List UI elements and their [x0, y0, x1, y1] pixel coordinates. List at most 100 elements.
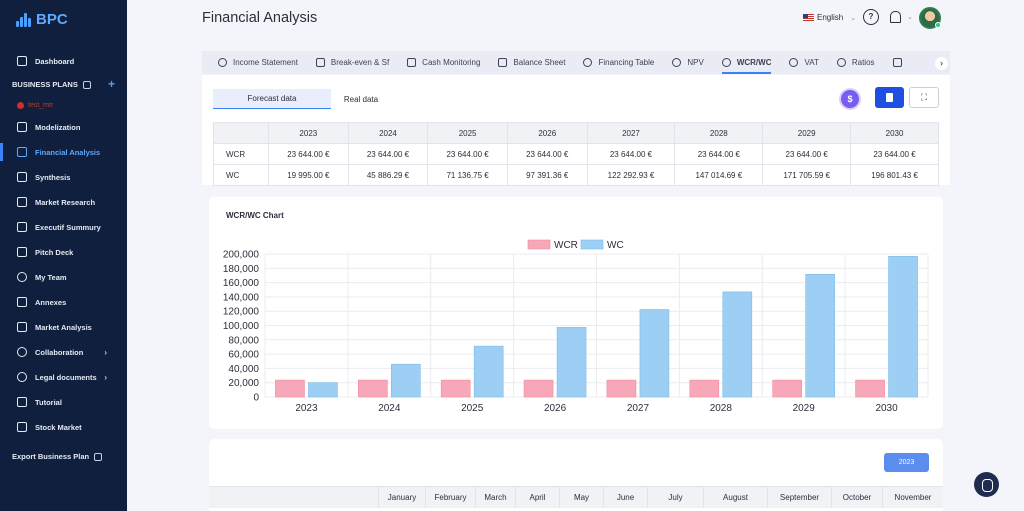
table-row: WC 19 995.00 € 45 886.29 € 71 136.75 € 9… [213, 164, 939, 186]
tab-npv[interactable]: NPV [663, 51, 712, 74]
sidebar-item-label: Market Research [35, 197, 96, 207]
project-selector[interactable]: test_mtr [17, 102, 53, 109]
tab-wcr-wc[interactable]: WCR/WC [713, 51, 781, 74]
bar-wc [722, 291, 753, 398]
tab-income-statement[interactable]: Income Statement [202, 51, 307, 74]
bell-icon[interactable] [887, 9, 903, 25]
sidebar-item-pitch-deck[interactable]: Pitch Deck [0, 240, 127, 264]
y-tick-label: 40,000 [228, 364, 259, 375]
table-cell: 23 644.00 € [850, 143, 939, 165]
chevron-down-icon[interactable]: ⌄ [907, 14, 913, 21]
export-business-plan[interactable]: Export Business Plan [12, 452, 103, 461]
subtab-forecast[interactable]: Forecast data [213, 89, 331, 109]
table-header-row: 2023 2024 2025 2026 2027 2028 2029 2030 [213, 122, 939, 144]
support-icon[interactable]: ? [863, 9, 879, 25]
tab-overflow[interactable] [884, 51, 908, 74]
bar-wcr [689, 379, 720, 398]
app-logo-text: BPC [36, 11, 68, 28]
table-cell: 23 644.00 € [674, 143, 764, 165]
chat-support-button[interactable] [974, 472, 999, 497]
tab-balance-sheet[interactable]: Balance Sheet [489, 51, 574, 74]
tab-financing-table[interactable]: Financing Table [574, 51, 663, 74]
check-circle-icon [583, 58, 593, 67]
app-logo[interactable]: BPC [16, 11, 68, 28]
sidebar-item-market-analysis[interactable]: Market Analysis [0, 315, 127, 339]
bar-wc [391, 363, 421, 398]
sidebar-item-label: Tutorial [35, 397, 62, 407]
y-tick-label: 140,000 [223, 292, 260, 303]
x-tick-label: 2030 [875, 403, 898, 414]
target-icon [672, 58, 682, 67]
tabs-scroll-right-button[interactable]: › [935, 57, 948, 70]
months-corner-cell [209, 487, 378, 508]
users-icon [17, 272, 27, 282]
x-tick-label: 2024 [378, 403, 401, 414]
sidebar-item-label: Synthesis [35, 172, 71, 182]
sidebar-item-executif-summury[interactable]: Executif Summury [0, 215, 127, 239]
sidebar-item-synthesis[interactable]: Synthesis [0, 165, 127, 189]
sidebar-item-modelization[interactable]: Modelization [0, 115, 127, 139]
sidebar-item-label: Executif Summury [35, 222, 101, 232]
tab-label: Income Statement [233, 58, 298, 67]
tab-break-even[interactable]: Break-even & Sf [307, 51, 398, 74]
sidebar-item-label: Financial Analysis [35, 147, 101, 157]
add-plan-button[interactable]: + [107, 77, 115, 91]
month-header: January [378, 487, 425, 508]
wcr-wc-chart: 0 20,000 40,000 60,000 80,000 100,000 120,000 1… [223, 239, 929, 414]
sidebar-item-legal-documents[interactable]: Legal documents › [0, 365, 127, 389]
bar-wcr [772, 379, 802, 398]
bag-icon [17, 197, 27, 207]
page-title: Financial Analysis [202, 10, 318, 26]
sidebar-item-collaboration[interactable]: Collaboration › [0, 340, 127, 364]
business-plans-header: BUSINESS PLANS + [12, 77, 117, 91]
tab-label: Financing Table [598, 58, 655, 67]
table-cell: 23 644.00 € [506, 143, 588, 165]
sidebar-item-label: Legal documents [35, 372, 97, 382]
fullscreen-button[interactable]: ⛶ [909, 87, 939, 108]
avatar[interactable] [919, 7, 941, 29]
sidebar-item-market-research[interactable]: Market Research [0, 190, 127, 214]
bar-wc [556, 327, 587, 398]
month-header: May [559, 487, 603, 508]
sidebar-item-financial-analysis[interactable]: Financial Analysis [0, 140, 127, 164]
bar-wcr [358, 379, 388, 398]
chart-title: WCR/WC Chart [226, 211, 284, 220]
table-header-year: 2023 [268, 122, 349, 144]
export-document-button[interactable] [875, 87, 904, 108]
chevron-down-icon: ⌄ [850, 14, 857, 22]
language-selector[interactable]: English ⌄ [803, 13, 856, 22]
table-header-year: 2025 [427, 122, 508, 144]
tab-label: WCR/WC [736, 58, 772, 67]
subtab-real[interactable]: Real data [343, 94, 379, 104]
sidebar-item-label: Modelization [35, 122, 81, 132]
table-cell: 147 014.69 € [674, 164, 764, 186]
sidebar-item-label: Annexes [35, 297, 67, 307]
tab-ratios[interactable]: Ratios [828, 51, 884, 74]
table-cell: 19 995.00 € [268, 164, 349, 186]
year-select-button[interactable]: 2023 [884, 453, 929, 472]
sidebar-item-stock-market[interactable]: Stock Market [0, 415, 127, 439]
tab-vat[interactable]: VAT [780, 51, 827, 74]
language-label: English [817, 13, 844, 22]
sidebar-item-tutorial[interactable]: Tutorial [0, 390, 127, 414]
month-header: June [603, 487, 647, 508]
tab-label: Balance Sheet [513, 58, 566, 67]
table-cell: 196 801.43 € [850, 164, 939, 186]
month-header: October [831, 487, 882, 508]
external-link-icon[interactable] [82, 80, 91, 89]
tab-label: NPV [687, 58, 704, 67]
project-dot-icon [17, 102, 24, 109]
currency-icon[interactable]: $ [841, 90, 859, 108]
clipboard-icon [17, 297, 27, 307]
tab-label: VAT [804, 58, 819, 67]
sidebar-item-label: My Team [35, 272, 67, 282]
external-link-icon [94, 452, 103, 461]
tab-cash-monitoring[interactable]: Cash Monitoring [398, 51, 489, 74]
sidebar-item-dashboard[interactable]: Dashboard [0, 49, 127, 73]
x-tick-label: 2027 [627, 403, 650, 414]
wcr-wc-table: 2023 2024 2025 2026 2027 2028 2029 2030 … [213, 122, 939, 186]
table-cell: 97 391.36 € [506, 164, 588, 186]
us-flag-icon [803, 14, 814, 21]
sidebar-item-annexes[interactable]: Annexes [0, 290, 127, 314]
sidebar-item-my-team[interactable]: My Team [0, 265, 127, 289]
